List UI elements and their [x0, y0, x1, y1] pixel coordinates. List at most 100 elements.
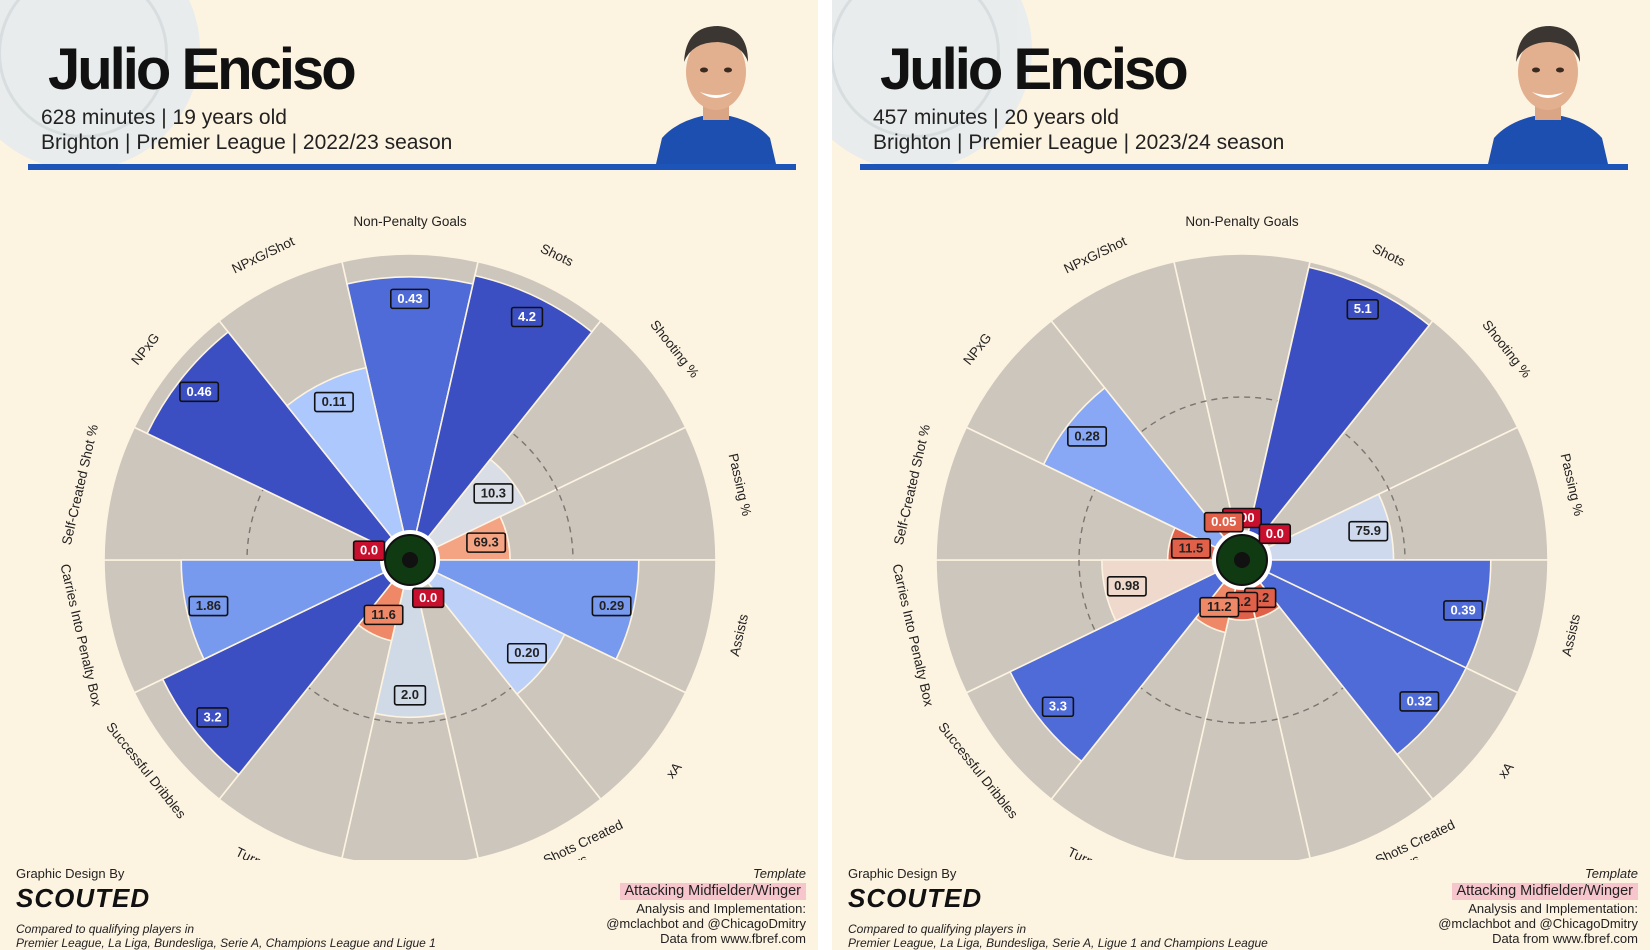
value-label-text: 5.1: [1354, 301, 1372, 316]
analysis-label: Analysis and Implementation:: [636, 901, 806, 916]
value-label: 11.5: [1170, 538, 1211, 559]
credits-right: Template Attacking Midfielder/Winger Ana…: [1438, 866, 1638, 946]
value-label-box: [1399, 691, 1440, 712]
credits-left: Graphic Design By SCOUTED: [16, 866, 150, 914]
value-label-box: [352, 540, 386, 561]
value-label-box: [389, 288, 430, 310]
graphic-design-by: Graphic Design By: [848, 866, 957, 881]
comparison-line-2: Premier League, La Liga, Bundesliga, Ser…: [16, 936, 436, 950]
category-label: Shots: [1370, 240, 1408, 269]
category-label: Carries Into Penalty Box: [58, 562, 105, 707]
radar-panel-2023-24: Julio Enciso 457 minutes | 20 years old …: [832, 0, 1650, 950]
value-label-text: 0.0: [360, 543, 378, 558]
value-label: 11.6: [363, 604, 404, 626]
value-label: 1.86: [188, 595, 229, 617]
category-label: Non-Penalty Goals: [1185, 214, 1299, 229]
value-label: 0.29: [591, 595, 632, 617]
comparison-line-1: Compared to qualifying players in: [16, 922, 195, 936]
value-label: 0.20: [506, 642, 547, 664]
club-crest-watermark: [0, 0, 200, 170]
player-name: Julio Enciso: [48, 37, 357, 102]
value-label: 0.32: [1399, 691, 1440, 712]
value-label: 10.3: [473, 483, 514, 504]
club-league-season: Brighton | Premier League | 2023/24 seas…: [873, 131, 1285, 154]
value-label: 0.05: [1203, 511, 1244, 533]
value-label-text: 0.0: [419, 590, 437, 605]
category-label: NPxG: [960, 330, 994, 368]
category-label: Shots: [538, 240, 576, 269]
value-label: 0.46: [179, 381, 220, 403]
scouted-logo: SCOUTED: [16, 883, 151, 913]
value-label-box: [591, 595, 632, 617]
value-label-text: 2.0: [401, 687, 419, 702]
player-photo: [1488, 10, 1608, 164]
value-label: 75.9: [1348, 520, 1389, 542]
radar-panel-2022-23: Julio Enciso 628 minutes | 19 years old …: [0, 0, 818, 950]
header-divider: [860, 164, 1628, 170]
value-label-box: [466, 532, 507, 553]
value-label-box: [1041, 696, 1075, 718]
category-label: Non-Penalty Goals: [353, 214, 467, 229]
value-label-text: 0.98: [1114, 578, 1139, 593]
category-label: xA: [1495, 759, 1517, 781]
value-label: 0.0: [412, 587, 445, 609]
value-label: 0.39: [1443, 600, 1484, 621]
center-ball-patch: [1234, 552, 1250, 568]
category-label: Turnovers: [233, 844, 294, 860]
analysis-handles: @mclachbot and @ChicagoDmitry: [606, 916, 806, 931]
value-label-box: [313, 391, 354, 413]
center-ball-patch: [402, 552, 418, 568]
radar-chart: Non-Penalty Goals Shots Shooting % Passing …: [890, 214, 1587, 860]
category-label: Passing %: [726, 452, 755, 518]
value-label: 0.11: [313, 391, 354, 413]
category-label: Self-Created Shot %: [891, 423, 933, 546]
value-label-text: 0.0: [1266, 526, 1284, 541]
value-label-text: 0.20: [514, 645, 539, 660]
value-label: 3.2: [196, 707, 229, 728]
category-label: Passing %: [1558, 452, 1587, 518]
value-label-box: [393, 684, 427, 706]
value-label-box: [1199, 596, 1240, 618]
comparison-line-1: Compared to qualifying players in: [848, 922, 1027, 936]
value-label-text: 0.43: [397, 291, 422, 306]
value-label: 11.2: [1199, 596, 1240, 618]
value-label-box: [1170, 538, 1211, 559]
scouted-logo: SCOUTED: [848, 883, 983, 913]
value-label-box: [412, 587, 445, 609]
category-label: Turnovers: [1065, 844, 1126, 860]
category-label: Assists: [1559, 612, 1583, 657]
value-label-box: [1258, 523, 1292, 545]
analysis-label: Analysis and Implementation:: [1468, 901, 1638, 916]
template-label: Template: [1585, 866, 1638, 881]
value-label-text: 10.3: [481, 485, 506, 500]
value-label-box: [196, 707, 229, 728]
template-badge: Attacking Midfielder/Winger: [619, 883, 806, 900]
value-label-box: [188, 595, 229, 617]
category-label: NPxG/Shot: [229, 233, 297, 276]
value-label: 0.0: [352, 540, 386, 561]
value-label-box: [473, 483, 514, 504]
value-label-box: [1106, 575, 1147, 597]
category-label: Self-Created Shot %: [59, 423, 101, 546]
category-label: Shooting %: [1480, 317, 1535, 380]
value-label: 2.0: [393, 684, 427, 706]
value-label-text: 0.32: [1407, 693, 1432, 708]
minutes-age: 457 minutes | 20 years old: [873, 106, 1119, 129]
category-label: xA: [663, 759, 685, 781]
value-label-text: 4.2: [518, 309, 536, 324]
value-label: 5.1: [1346, 298, 1379, 320]
data-source: Data from www.fbref.com: [1492, 931, 1638, 946]
value-label-box: [179, 381, 220, 403]
template-label: Template: [753, 866, 806, 881]
radar-chart: Non-Penalty Goals Shots Shooting % Passing …: [58, 214, 755, 860]
value-label-box: [506, 642, 547, 664]
category-label: Carries Into Penalty Box: [890, 562, 937, 707]
value-label-text: 3.2: [204, 709, 222, 724]
comparison-line-2: Premier League, La Liga, Bundesliga, Ser…: [848, 936, 1268, 950]
category-label: NPxG: [128, 330, 162, 368]
value-label: 0.0: [1258, 523, 1292, 545]
value-label: 0.43: [389, 288, 430, 310]
credits-left: Graphic Design By SCOUTED: [848, 866, 982, 914]
graphic-design-by: Graphic Design By: [16, 866, 125, 881]
data-source: Data from www.fbref.com: [660, 931, 806, 946]
